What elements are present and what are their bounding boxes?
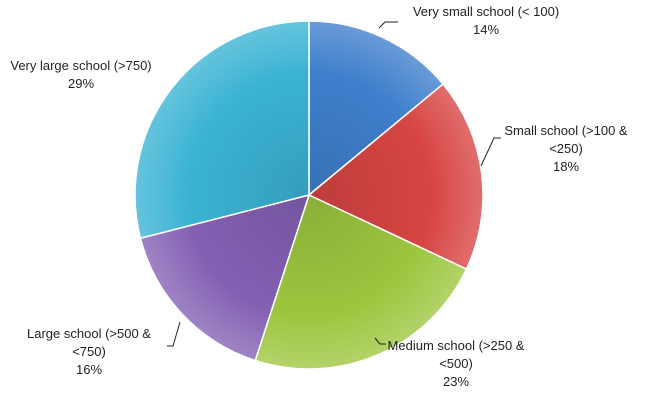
slice-value-label-1: 14% <box>473 22 499 37</box>
slice-value-label-3: 23% <box>443 374 469 389</box>
slice-category-label-1: Very small school (< 100) <box>413 4 559 19</box>
slice-category-label-5: Very large school (>750) <box>10 58 151 73</box>
leader-line-4 <box>167 321 181 347</box>
slice-category-label-4: Large school (>500 & <box>27 326 151 341</box>
pie-slices <box>134 20 484 370</box>
pie-slice-5 <box>134 20 310 240</box>
pie-slice-2 <box>307 83 484 271</box>
slice-value-label-5: 29% <box>68 76 94 91</box>
slice-value-label-4: 16% <box>76 362 102 377</box>
leader-line-2 <box>480 137 501 167</box>
leader-line-3 <box>374 337 386 345</box>
slice-value-label-2: 18% <box>553 159 579 174</box>
slice-category-label-2: <250) <box>549 141 583 156</box>
slice-labels: Very small school (< 100) 14% Small school… <box>10 4 628 389</box>
slice-category-label-4: <750) <box>72 344 106 359</box>
pie-slice-4 <box>139 193 311 362</box>
pie-slice-1 <box>308 20 445 197</box>
slice-category-label-3: <500) <box>439 356 473 371</box>
pie-slice-3 <box>254 193 468 370</box>
slice-category-label-2: Small school (>100 & <box>504 123 628 138</box>
slice-category-label-3: Medium school (>250 & <box>388 338 525 353</box>
leader-line-1 <box>378 21 398 29</box>
leader-lines <box>167 21 501 347</box>
